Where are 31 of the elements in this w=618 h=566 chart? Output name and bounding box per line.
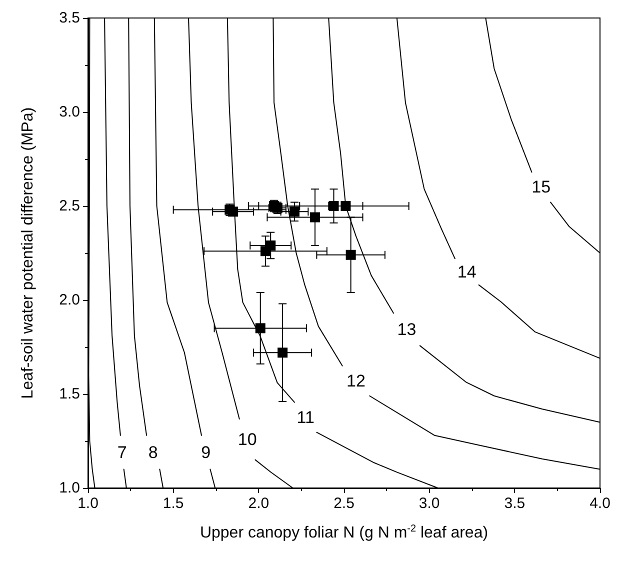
series-label: 10 — [238, 430, 257, 449]
point — [310, 212, 320, 222]
y-tick-label: 3.0 — [59, 104, 80, 120]
point — [260, 246, 270, 256]
y-tick-label: 3.5 — [59, 10, 80, 26]
x-tick-label: 4.0 — [590, 495, 610, 512]
y-tick-label: 2.0 — [59, 292, 80, 308]
point — [328, 201, 339, 211]
point — [278, 348, 288, 358]
point — [255, 323, 266, 334]
y-tick-label: 1.0 — [59, 480, 80, 496]
series-label: 7 — [117, 442, 127, 462]
point — [340, 201, 351, 211]
point — [346, 250, 356, 260]
x-tick-label: 1.0 — [78, 495, 98, 512]
x-tick-label: 2.0 — [248, 495, 270, 512]
y-axis-title: Leaf-soil water potential difference (MPa) — [20, 107, 36, 399]
y-tick-label: 1.5 — [59, 386, 80, 402]
series-label: 12 — [346, 371, 366, 390]
series-label: 11 — [296, 408, 314, 427]
y-tick-label: 2.5 — [59, 198, 80, 214]
x-tick-label: 2.5 — [334, 495, 354, 512]
x-tick-label: 3.5 — [504, 495, 526, 512]
series-label: 13 — [397, 320, 416, 339]
series-label: 8 — [148, 442, 158, 462]
series-label: 15 — [532, 178, 551, 197]
x-tick-label: 1.5 — [162, 495, 184, 512]
series-label: 9 — [201, 442, 211, 462]
point — [290, 206, 300, 217]
x-tick-label: 3.0 — [418, 495, 440, 512]
series-label: 14 — [457, 262, 476, 282]
